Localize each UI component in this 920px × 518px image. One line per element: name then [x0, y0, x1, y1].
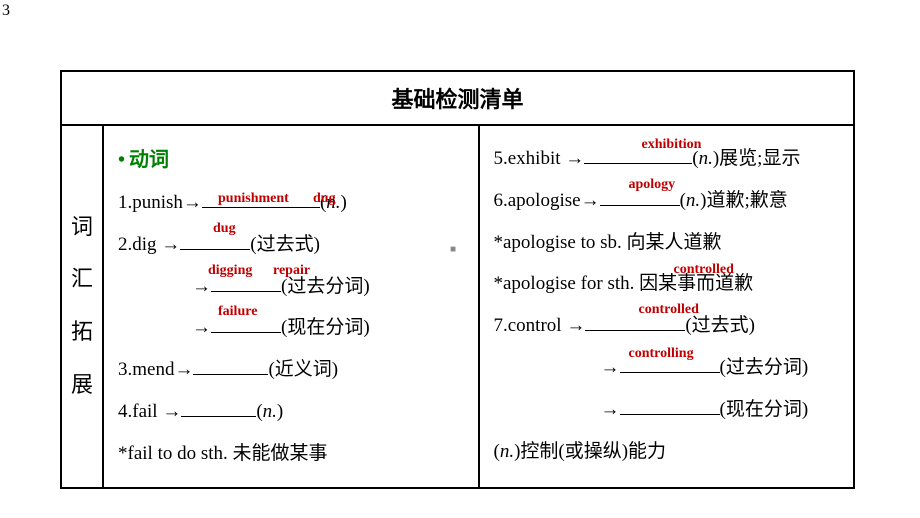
item-control-ing: → (现在分词)	[494, 389, 844, 431]
suffix: (近义词)	[268, 359, 338, 380]
suffix-close: )展览;显示	[713, 148, 801, 169]
answer-apology: apology	[629, 170, 676, 201]
bullet: •	[118, 149, 125, 171]
item-dig-pp: →(过去分词) digging repair	[118, 266, 468, 308]
item-mend: 3.mend→ (近义词)	[118, 349, 468, 391]
left-column: •动词 1.punish→(n.) punishment dug 2.dig →…	[104, 126, 480, 487]
text: *apologise to sb. 向某人道歉	[494, 232, 722, 253]
item-fail: 4.fail →(n.)	[118, 391, 468, 433]
answer-repair-stray: repair	[273, 256, 310, 287]
answer-dug-stray: dug	[313, 184, 336, 215]
item-control-noun: (n.)控制(或操纵)能力	[494, 431, 844, 473]
n-marker: n.	[686, 190, 700, 211]
blank	[620, 394, 720, 415]
answer-controlled: controlled	[639, 295, 699, 326]
answer-controlling: controlling	[629, 339, 694, 370]
answer-digging: digging	[208, 256, 252, 287]
suffix-close: )	[341, 192, 347, 213]
side-char: 拓	[71, 306, 93, 359]
answer-punishment: punishment	[218, 184, 289, 215]
side-char: 词	[71, 201, 93, 254]
prefix: →	[192, 317, 211, 338]
answer-controlled-stray: controlled	[674, 255, 734, 286]
prefix: 3.mend→	[118, 359, 193, 380]
blank	[193, 354, 268, 375]
prefix: 4.fail →	[118, 401, 181, 422]
suffix-close: )	[277, 401, 283, 422]
suffix: (现在分词)	[720, 399, 809, 420]
page-number: 3	[2, 2, 10, 20]
right-column: 5.exhibit →(n.)展览;显示 exhibition 6.apolog…	[480, 126, 854, 487]
item-dig-ing: →(现在分词) failure	[118, 307, 468, 349]
table-body: 词 汇 拓 展 •动词 1.punish→(n.) punishment dug…	[62, 126, 853, 487]
suffix-close: )道歉;歉意	[700, 190, 788, 211]
answer-exhibition: exhibition	[642, 130, 702, 161]
n-marker: n.	[263, 401, 277, 422]
prefix: 2.dig →	[118, 234, 180, 255]
answer-failure-stray: failure	[218, 297, 257, 328]
subheader: •动词	[118, 138, 468, 182]
side-char: 展	[71, 359, 93, 412]
side-char: 汇	[71, 253, 93, 306]
item-control-pp: →(过去分词) controlling	[494, 347, 844, 389]
prefix: →	[601, 399, 620, 420]
suffix: (过去式)	[250, 234, 320, 255]
suffix: (现在分词)	[281, 317, 370, 338]
worksheet-table: 基础检测清单 词 汇 拓 展 •动词 1.punish→(n.) punishm…	[60, 70, 855, 489]
prefix: →	[601, 357, 620, 378]
subheader-text: 动词	[129, 149, 169, 171]
text: *fail to do sth. 未能做某事	[118, 443, 328, 464]
prefix: 1.punish→	[118, 192, 202, 213]
side-label: 词 汇 拓 展	[62, 126, 104, 487]
prefix: 6.apologise→	[494, 190, 600, 211]
slide-marker: ■	[450, 238, 460, 259]
n-marker: n.	[500, 441, 514, 462]
item-apologise: 6.apologise→(n.)道歉;歉意 apology	[494, 180, 844, 222]
prefix: 7.control →	[494, 315, 586, 336]
table-header: 基础检测清单	[62, 72, 853, 126]
item-punish: 1.punish→(n.) punishment dug	[118, 182, 468, 224]
close-text: )控制(或操纵)能力	[514, 441, 666, 462]
suffix: (过去分词)	[720, 357, 809, 378]
prefix: 5.exhibit →	[494, 148, 585, 169]
blank	[181, 396, 256, 417]
answer-dug: dug	[213, 214, 236, 245]
item-fail-phrase: *fail to do sth. 未能做某事	[118, 433, 468, 475]
item-apologise-to: *apologise to sb. 向某人道歉	[494, 222, 844, 264]
